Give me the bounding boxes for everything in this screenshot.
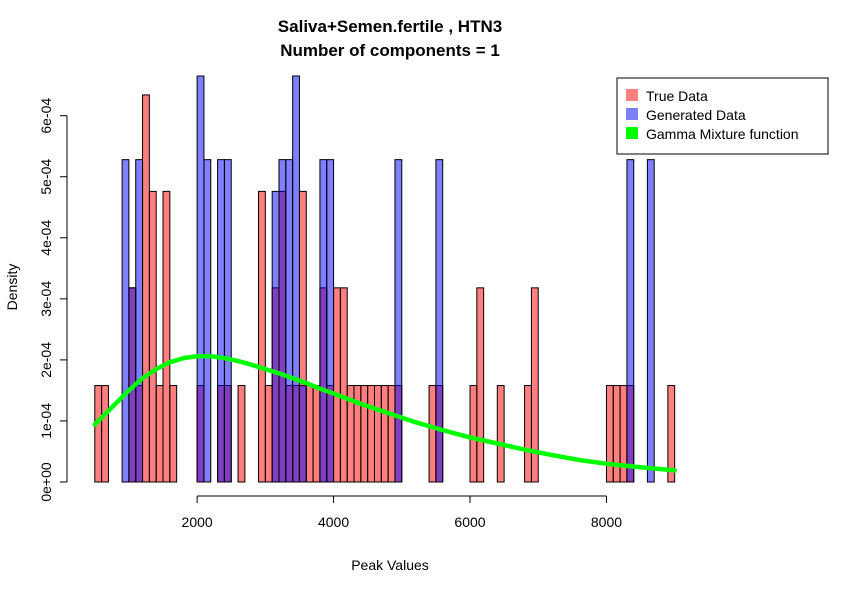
y-tick-label: 5e-04 [38, 159, 54, 195]
x-axis: 2000 4000 6000 8000 [182, 495, 622, 530]
true-data-bar [367, 385, 375, 483]
true-data-bar [169, 385, 178, 483]
true-data-bar [496, 385, 505, 483]
x-tick-label: 2000 [182, 514, 213, 530]
y-tick-label: 6e-04 [38, 98, 54, 134]
true-data-bar [667, 385, 676, 483]
y-tick-label: 4e-04 [38, 220, 54, 256]
true-data-bar [155, 385, 164, 483]
y-tick-label: 1e-04 [38, 403, 54, 439]
true-data-bar [333, 287, 341, 483]
generated-data-bar [203, 159, 212, 483]
true-data-bar [258, 190, 266, 483]
true-data-bar [312, 385, 321, 483]
generated-data-bar [271, 190, 280, 483]
x-axis-label: Peak Values [351, 557, 429, 573]
true-data-bar [94, 385, 103, 483]
generated-data-bar [394, 159, 403, 483]
true-data-bars [94, 94, 676, 483]
generated-data-bar [196, 75, 205, 483]
legend-label-generated-data: Generated Data [646, 107, 746, 123]
x-tick-label: 6000 [454, 514, 485, 530]
true-data-bar [612, 385, 621, 483]
generated-data-bar [285, 159, 294, 483]
true-data-bar [428, 385, 437, 483]
generated-data-bar [319, 159, 328, 483]
true-data-bar [605, 385, 614, 483]
generated-data-bar [121, 159, 130, 483]
y-tick-label: 0e+00 [38, 462, 54, 502]
legend-swatch-gamma-mixture [626, 127, 638, 139]
true-data-bar [476, 287, 485, 483]
generated-data-bar [278, 159, 287, 483]
true-data-bar [530, 287, 539, 483]
true-data-bar [339, 287, 348, 483]
true-data-bar [237, 385, 246, 483]
generated-data-bar [292, 75, 300, 483]
x-tick-label: 4000 [318, 514, 349, 530]
gamma-mixture-curve-group [92, 353, 677, 473]
true-data-bar [264, 385, 273, 483]
legend-box [616, 77, 829, 155]
true-data-bar [162, 190, 171, 483]
true-data-bar [305, 385, 314, 483]
true-data-bar [101, 385, 109, 483]
y-axis-label: Density [4, 264, 20, 311]
true-data-bar [360, 385, 369, 483]
gamma-mixture-curve [92, 353, 677, 473]
true-data-bar [387, 385, 396, 483]
true-data-bar [148, 190, 157, 483]
legend-swatch-true-data [626, 89, 638, 101]
chart-title-line1: Saliva+Semen.fertile , HTN3 [278, 17, 502, 36]
legend-label-true-data: True Data [646, 88, 708, 104]
generated-data-bar [435, 159, 444, 483]
legend-label-gamma-mixture: Gamma Mixture function [646, 126, 799, 142]
generated-data-bar [646, 159, 655, 483]
legend: True Data Generated Data Gamma Mixture f… [616, 77, 829, 155]
true-data-bar [469, 385, 478, 483]
y-tick-label: 3e-04 [38, 281, 54, 317]
true-data-bar [142, 94, 150, 483]
generated-data-bar [298, 385, 307, 483]
generated-data-bar [223, 159, 232, 483]
generated-data-bar [217, 159, 225, 483]
true-data-bar [374, 385, 382, 483]
generated-data-bar [626, 159, 635, 483]
legend-swatch-generated-data [626, 108, 638, 120]
x-tick-label: 8000 [591, 514, 622, 530]
true-data-bar [524, 385, 532, 483]
y-axis: 0e+00 1e-04 2e-04 3e-04 4e-04 5e-04 6e-04 [38, 98, 68, 502]
generated-data-bar [326, 159, 335, 483]
y-tick-label: 2e-04 [38, 342, 54, 378]
chart-title-line2: Number of components = 1 [280, 41, 500, 60]
generated-data-bar [135, 159, 144, 483]
true-data-bar [380, 385, 389, 483]
